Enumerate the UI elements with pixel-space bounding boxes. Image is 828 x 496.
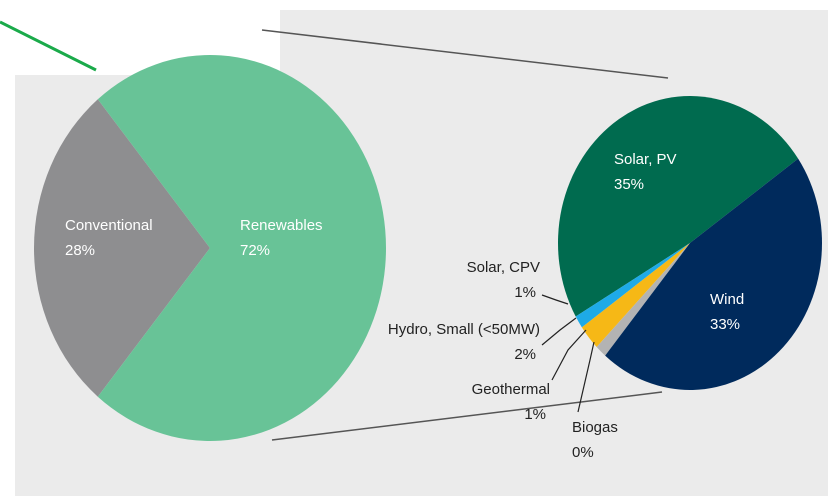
leaders [541, 294, 595, 413]
slice-label: Conventional [65, 217, 153, 234]
leader-line [551, 329, 587, 381]
slice-label: Geothermal [472, 381, 550, 398]
value-label: 2% [514, 346, 536, 363]
value-label: 1% [524, 406, 546, 423]
pie-slice [33, 99, 211, 397]
pie-slice [558, 96, 799, 317]
slice-label: Wind [710, 291, 744, 308]
value-label: 1% [514, 284, 536, 301]
pointer-line [0, 20, 97, 72]
pie-slice [581, 243, 690, 347]
leader-line [541, 294, 569, 305]
pie-slice [596, 243, 690, 356]
leader-line [541, 317, 577, 346]
slice-label: Solar, PV [614, 151, 677, 168]
slice-label: Hydro, Small (<50MW) [388, 321, 540, 338]
value-label: 28% [65, 242, 95, 259]
slice-label: Solar, CPV [467, 259, 540, 276]
pie-slice [575, 243, 690, 328]
slice-label: Renewables [240, 217, 323, 234]
leader-line [577, 341, 595, 413]
pie-slice [605, 158, 822, 391]
value-label: 33% [710, 316, 740, 333]
value-label: 35% [614, 176, 644, 193]
pie-slice [97, 54, 386, 441]
connector [271, 391, 663, 441]
pies: Conventional 28% Renewables 72% Solar, PV 35%… [33, 54, 822, 461]
value-label: 72% [240, 242, 270, 259]
overlay [0, 0, 15, 496]
connector [261, 29, 669, 79]
slice-label: Biogas [572, 419, 618, 436]
value-label: 0% [572, 444, 594, 461]
